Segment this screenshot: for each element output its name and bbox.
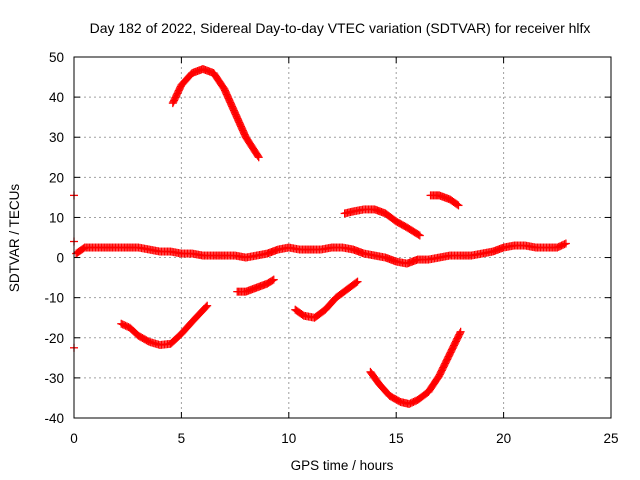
x-axis-label: GPS time / hours: [291, 458, 394, 473]
y-tick-label: 50: [49, 50, 64, 65]
data-point: [269, 275, 278, 284]
data-point: [453, 200, 462, 209]
series-arc-high: [168, 65, 263, 162]
grid-layer: [74, 57, 611, 418]
chart-title: Day 182 of 2022, Sidereal Day-to-day VTE…: [90, 20, 591, 36]
x-tick-label: 20: [496, 431, 511, 446]
series-track-near-zero: [72, 239, 570, 268]
y-tick-label: 40: [49, 90, 64, 105]
series-arc-mid: [291, 277, 362, 322]
y-tick-label: 20: [49, 170, 64, 185]
series-segment-13h-upper: [340, 205, 424, 240]
series-segment-17h: [426, 191, 463, 210]
series-arc-low-left: [117, 301, 212, 349]
data-point: [455, 329, 464, 338]
data-point: [253, 152, 262, 161]
y-tick-label: -10: [44, 291, 64, 306]
data-point: [454, 201, 463, 210]
data-point: [202, 302, 211, 311]
data-point: [353, 277, 362, 286]
y-tick-label: -40: [44, 411, 64, 426]
data-point: [456, 327, 465, 336]
y-tick-label: 30: [49, 130, 64, 145]
y-tick-label: 0: [56, 251, 64, 266]
y-tick-label: -30: [44, 371, 64, 386]
plot-frame: [73, 56, 612, 419]
series-arc-low-right: [366, 327, 465, 408]
data-point: [560, 240, 569, 249]
series-segment-8h: [233, 275, 278, 296]
data-point: [561, 239, 570, 248]
data-point: [415, 231, 424, 240]
data-point: [352, 278, 361, 287]
data-point: [203, 301, 212, 310]
x-tick-label: 10: [281, 431, 296, 446]
y-tick-label: -20: [44, 331, 64, 346]
data-point: [254, 153, 263, 162]
tick-layer: 0 5 10 15 20 25 -40 -30 -20 -10 0 10 20 30 40 50: [44, 50, 618, 446]
data-layer: [70, 65, 570, 408]
x-tick-label: 25: [603, 431, 618, 446]
y-tick-label: 10: [49, 210, 64, 225]
data-point: [268, 276, 277, 285]
x-tick-label: 15: [389, 431, 404, 446]
x-tick-label: 0: [70, 431, 78, 446]
data-point: [414, 230, 423, 239]
y-axis-label: SDTVAR / TECUs: [7, 184, 22, 293]
x-tick-label: 5: [178, 431, 186, 446]
